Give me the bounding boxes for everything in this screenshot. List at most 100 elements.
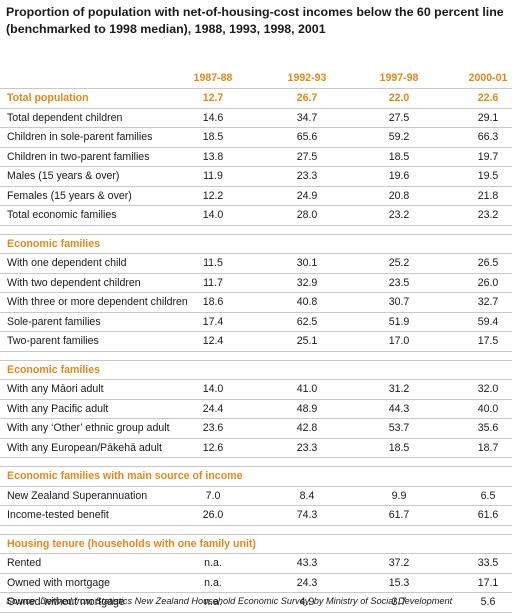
value-cell-1997-98: 44.3 [388,402,410,415]
value-cell-1992-93: 48.9 [296,402,318,415]
value-cell-1997-98: 18.5 [388,150,410,163]
value-cell-1997-98: 18.5 [388,441,410,454]
group-spacer [0,458,512,467]
column-header-1987-88: 1987-88 [193,72,233,84]
row-label: Females (15 years & over) [7,189,132,202]
value-cell-2000-01: 23.2 [477,209,499,221]
source-note: Source: Derived from Statistics New Zeal… [6,596,453,606]
table-row: With one dependent child 11.5 30.1 25.2 26.5 [0,254,512,274]
section-heading: Economic families [7,363,101,376]
table-title-line-1: Proportion of population with net-of-hou… [6,5,504,19]
row-label: Total economic families [7,209,117,221]
table-row: Females (15 years & over) 12.2 24.9 20.8 21.… [0,187,512,206]
column-header-2000-01: 2000-01 [468,72,508,84]
value-cell-1987-88: 26.0 [202,509,224,521]
table-row: Total population 12.7 26.7 22.0 22.6 [0,89,512,109]
row-label: Males (15 years & over) [7,170,120,182]
value-cell-2000-01: 26.0 [477,276,499,289]
value-cell-1997-98: 23.5 [388,276,410,289]
value-cell-1992-93: 32.9 [296,276,318,289]
table-row: With any European/Pākehā adult 12.6 23.3 18… [0,439,512,458]
value-cell-1992-93: 43.3 [296,557,318,569]
value-cell-1992-93: 30.1 [296,257,318,269]
row-label: With any Māori adult [7,383,104,395]
table-row: Sole-parent families 17.4 62.5 51.9 59.4 [0,313,512,332]
value-cell-2000-01: 17.1 [477,576,499,589]
value-cell-1992-93: 23.3 [296,441,318,454]
value-cell-1987-88: n.a. [204,596,222,608]
row-label: Owned without mortgage [7,596,125,608]
value-cell-1987-88: 14.0 [202,209,224,221]
value-cell-1997-98: 51.9 [388,315,410,328]
value-cell-2000-01: 32.7 [477,296,499,308]
row-label: Total population [7,92,89,104]
value-cell-1997-98: 15.3 [388,576,410,589]
value-cell-1987-88: 14.0 [202,383,224,395]
value-cell-1987-88: n.a. [204,557,222,569]
value-cell-1997-98: 25.2 [388,257,410,269]
value-cell-1997-98: 9.9 [391,489,407,502]
row-label: With any Pacific adult [7,402,109,415]
value-cell-1992-93: 62.5 [296,315,318,328]
row-label: With any ‘Other’ ethnic group adult [7,422,170,434]
value-cell-1987-88: 13.8 [202,150,224,163]
row-label: With two dependent children [7,276,141,289]
table-row: Owned with mortgage n.a. 24.3 15.3 17.1 [0,574,512,593]
row-label: Income-tested benefit [7,509,109,521]
value-cell-1992-93: 25.1 [296,335,318,347]
value-cell-1997-98: 17.0 [388,335,410,347]
value-cell-2000-01: 18.7 [477,441,499,454]
row-label: Total dependent children [7,111,123,124]
value-cell-1997-98: 19.6 [388,170,410,182]
row-label: Sole-parent families [7,315,101,328]
row-label: Rented [7,557,42,569]
row-label: With one dependent child [7,257,127,269]
value-cell-1992-93: 34.7 [296,111,318,124]
table-row: Total dependent children 14.6 34.7 27.5 29.1 [0,109,512,128]
value-cell-1997-98: 22.0 [388,92,410,104]
value-cell-1992-93: 41.0 [296,383,318,395]
row-label: With three or more dependent children [7,296,188,308]
value-cell-2000-01: 59.4 [477,315,499,328]
value-cell-1992-93: 40.8 [296,296,318,308]
value-cell-1997-98: 27.5 [388,111,410,124]
row-label: Children in two-parent families [7,150,150,163]
value-cell-2000-01: 29.1 [477,111,499,124]
section-heading: Economic families with main source of in… [7,470,243,482]
value-cell-1992-93: 24.3 [296,576,318,589]
value-cell-1987-88: 11.9 [203,170,223,182]
value-cell-1987-88: 11.7 [203,276,223,289]
value-cell-1992-93: 65.6 [296,131,318,143]
table-row: With any Māori adult 14.0 41.0 31.2 32.0 [0,380,512,400]
value-cell-1992-93: 28.0 [296,209,318,221]
value-cell-2000-01: 17.5 [477,335,499,347]
value-cell-1992-93: 8.4 [299,489,315,502]
value-cell-1997-98: 61.7 [388,509,410,521]
table-row: Males (15 years & over) 11.9 23.3 19.6 19.5 [0,167,512,187]
value-cell-1987-88: 24.4 [202,402,224,415]
table-row: With any Pacific adult 24.4 48.9 44.3 40.0 [0,400,512,419]
value-cell-1987-88: 18.6 [202,296,224,308]
table-title-line-2: (benchmarked to 1998 median), 1988, 1993… [6,22,326,36]
value-cell-1987-88: 23.6 [202,422,224,434]
value-cell-1997-98: 3.7 [391,596,407,608]
value-cell-1992-93: 23.3 [296,170,318,182]
section-heading-row: Economic families [0,361,512,380]
section-heading: Economic families [7,237,101,250]
value-cell-2000-01: 26.5 [477,257,499,269]
value-cell-1987-88: 14.6 [202,111,224,124]
value-cell-1992-93: 74.3 [296,509,318,521]
value-cell-1987-88: 12.2 [202,189,224,202]
group-spacer [0,352,512,361]
column-header-1992-93: 1992-93 [287,72,327,84]
value-cell-2000-01: 33.5 [477,557,499,569]
value-cell-1987-88: n.a. [204,576,222,589]
section-heading-row: Economic families [0,235,512,254]
group-spacer [0,226,512,235]
table-row: Children in sole-parent families 18.5 65.6… [0,128,512,148]
value-cell-1997-98: 31.2 [388,383,410,395]
table-row: With three or more dependent children 18.… [0,293,512,313]
value-cell-1987-88: 7.0 [205,489,221,502]
value-cell-1997-98: 23.2 [388,209,410,221]
value-cell-1987-88: 18.5 [202,131,224,143]
